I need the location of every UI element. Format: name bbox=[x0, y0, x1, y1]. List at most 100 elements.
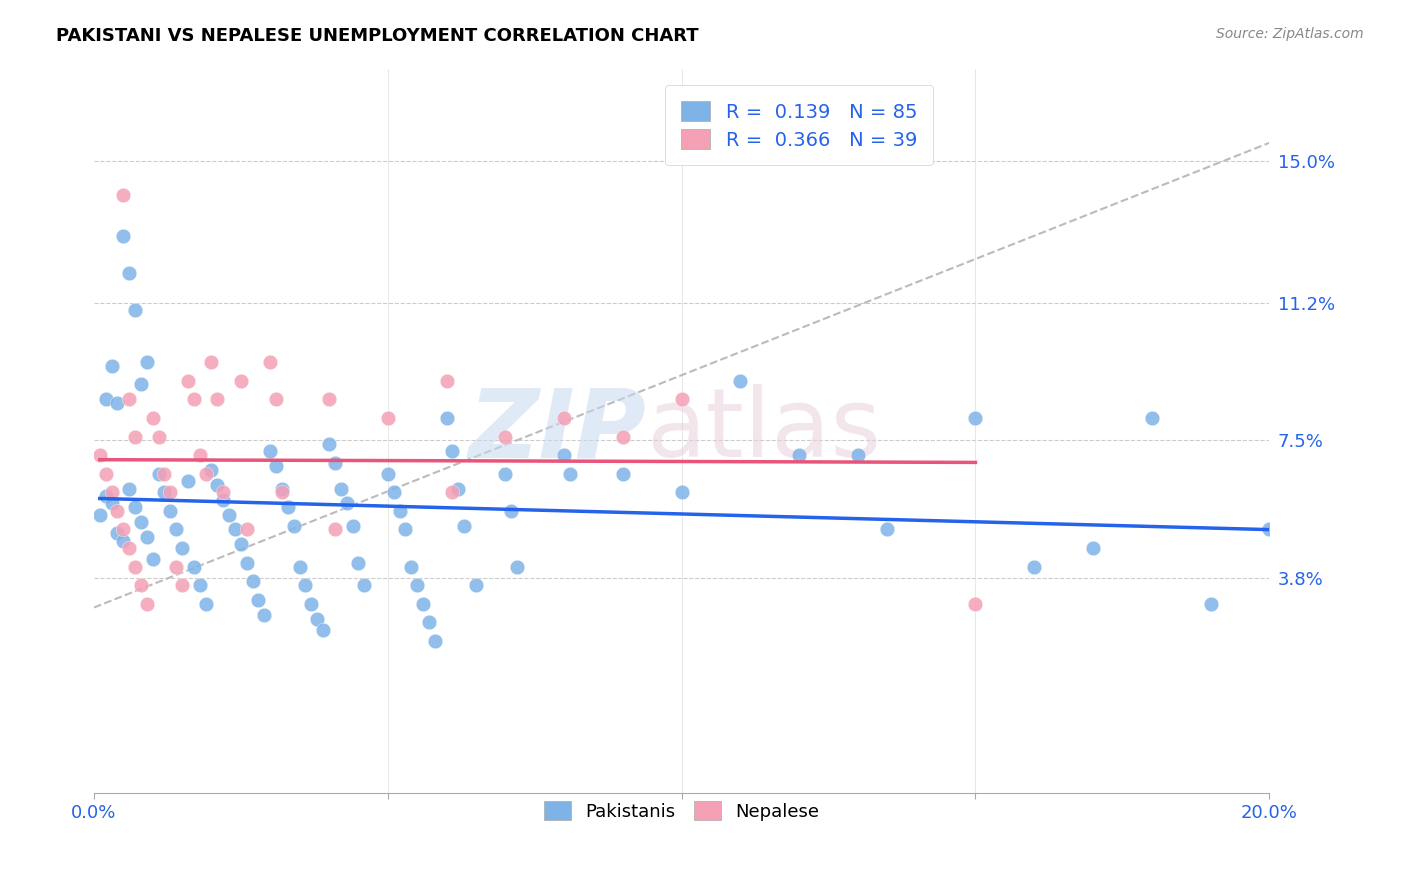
Point bbox=[965, 411, 987, 425]
Point bbox=[447, 482, 470, 496]
Point bbox=[129, 377, 152, 392]
Point bbox=[165, 559, 187, 574]
Point bbox=[212, 492, 235, 507]
Point bbox=[124, 303, 146, 318]
Point bbox=[671, 392, 693, 407]
Point bbox=[153, 485, 176, 500]
Point bbox=[323, 523, 346, 537]
Point bbox=[288, 559, 311, 574]
Point bbox=[965, 597, 987, 611]
Point bbox=[453, 518, 475, 533]
Point bbox=[612, 467, 634, 481]
Point bbox=[553, 448, 575, 462]
Point bbox=[299, 597, 322, 611]
Point bbox=[100, 485, 122, 500]
Point bbox=[436, 374, 458, 388]
Point bbox=[148, 467, 170, 481]
Point bbox=[124, 500, 146, 515]
Point bbox=[394, 523, 416, 537]
Point bbox=[194, 467, 217, 481]
Point bbox=[177, 474, 200, 488]
Point bbox=[558, 467, 581, 481]
Point bbox=[235, 556, 257, 570]
Point bbox=[94, 489, 117, 503]
Point bbox=[501, 504, 523, 518]
Point bbox=[329, 482, 352, 496]
Point bbox=[1199, 597, 1222, 611]
Point bbox=[1258, 523, 1281, 537]
Point bbox=[318, 437, 340, 451]
Point bbox=[283, 518, 305, 533]
Point bbox=[172, 541, 194, 555]
Point bbox=[129, 578, 152, 592]
Point bbox=[242, 574, 264, 589]
Point bbox=[207, 392, 229, 407]
Point bbox=[135, 355, 157, 369]
Point bbox=[787, 448, 810, 462]
Point bbox=[224, 523, 246, 537]
Point bbox=[436, 411, 458, 425]
Point bbox=[553, 411, 575, 425]
Point bbox=[159, 485, 181, 500]
Point bbox=[229, 537, 252, 551]
Point bbox=[876, 523, 898, 537]
Point bbox=[142, 552, 165, 566]
Point bbox=[112, 523, 135, 537]
Point bbox=[377, 467, 399, 481]
Point bbox=[107, 504, 129, 518]
Point bbox=[846, 448, 869, 462]
Point bbox=[188, 578, 211, 592]
Point bbox=[418, 615, 440, 630]
Point bbox=[107, 396, 129, 410]
Point bbox=[194, 597, 217, 611]
Point bbox=[135, 597, 157, 611]
Point bbox=[207, 478, 229, 492]
Point bbox=[112, 533, 135, 548]
Point bbox=[264, 392, 287, 407]
Legend: Pakistanis, Nepalese: Pakistanis, Nepalese bbox=[530, 787, 834, 835]
Point bbox=[464, 578, 486, 592]
Point bbox=[89, 508, 111, 522]
Point bbox=[153, 467, 176, 481]
Point bbox=[118, 541, 141, 555]
Point bbox=[318, 392, 340, 407]
Text: ZIP: ZIP bbox=[468, 384, 647, 477]
Point bbox=[188, 448, 211, 462]
Point bbox=[494, 467, 516, 481]
Point bbox=[264, 459, 287, 474]
Point bbox=[118, 482, 141, 496]
Point bbox=[218, 508, 240, 522]
Point bbox=[183, 392, 205, 407]
Point bbox=[347, 556, 370, 570]
Point bbox=[148, 429, 170, 443]
Point bbox=[671, 485, 693, 500]
Point bbox=[406, 578, 429, 592]
Point bbox=[89, 448, 111, 462]
Point bbox=[118, 266, 141, 280]
Point bbox=[307, 612, 329, 626]
Point bbox=[612, 429, 634, 443]
Point bbox=[135, 530, 157, 544]
Text: PAKISTANI VS NEPALESE UNEMPLOYMENT CORRELATION CHART: PAKISTANI VS NEPALESE UNEMPLOYMENT CORRE… bbox=[56, 27, 699, 45]
Point bbox=[259, 355, 281, 369]
Point bbox=[271, 482, 294, 496]
Point bbox=[124, 559, 146, 574]
Point bbox=[441, 485, 464, 500]
Point bbox=[1140, 411, 1163, 425]
Point bbox=[323, 456, 346, 470]
Point bbox=[506, 559, 529, 574]
Point bbox=[112, 187, 135, 202]
Point bbox=[412, 597, 434, 611]
Point bbox=[100, 496, 122, 510]
Point bbox=[401, 559, 423, 574]
Point bbox=[124, 429, 146, 443]
Point bbox=[159, 504, 181, 518]
Point bbox=[247, 593, 270, 607]
Point bbox=[730, 374, 752, 388]
Text: atlas: atlas bbox=[647, 384, 882, 477]
Point bbox=[165, 523, 187, 537]
Point bbox=[172, 578, 194, 592]
Point bbox=[423, 634, 446, 648]
Point bbox=[118, 392, 141, 407]
Point bbox=[212, 485, 235, 500]
